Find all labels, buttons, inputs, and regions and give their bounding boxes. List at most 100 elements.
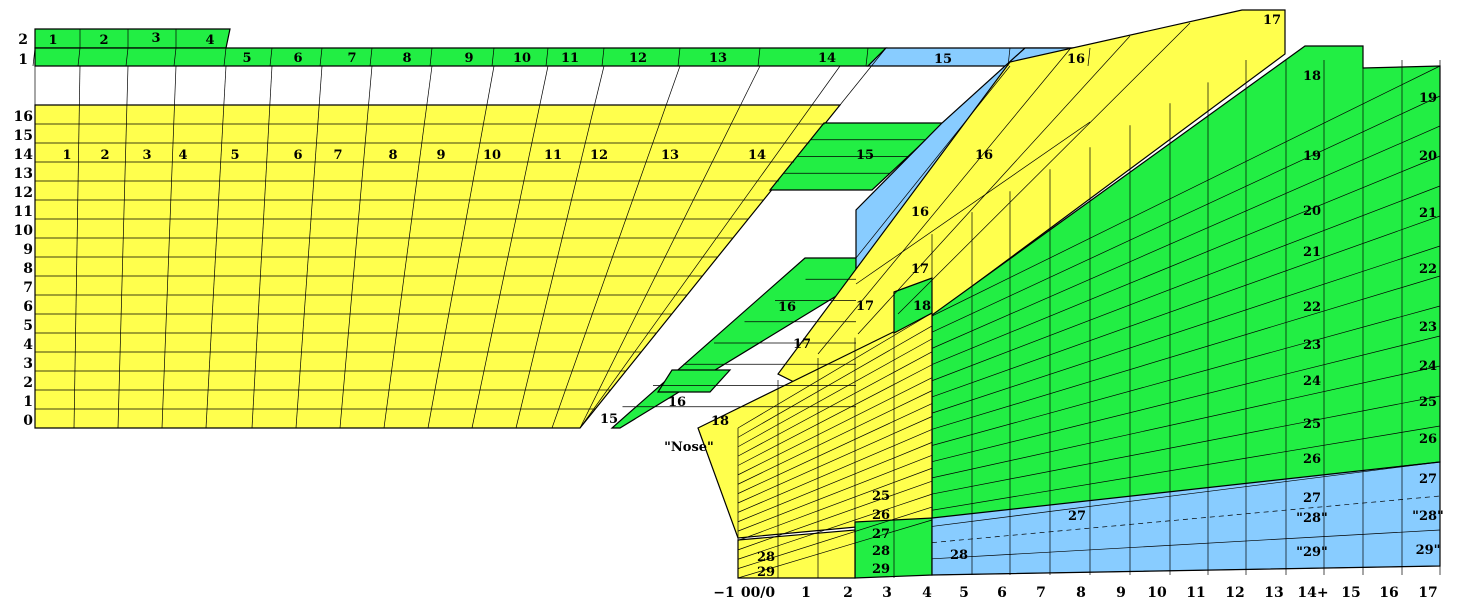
left-axis-0: 0 <box>23 413 33 429</box>
right-b-4: 23 <box>1419 320 1437 335</box>
bottom-axis-15: 14+ <box>1297 585 1328 601</box>
green-band-16 <box>658 370 730 392</box>
left-axis-5: 5 <box>23 318 33 334</box>
bottom-axis-14: 13 <box>1264 585 1283 601</box>
region-label-l17c: 17 <box>793 337 811 352</box>
top-label-15: 15 <box>934 52 952 67</box>
left-axis-2: 2 <box>23 375 33 391</box>
bottom-axis-8: 7 <box>1036 585 1046 601</box>
region-label-l18a: 18 <box>913 299 931 314</box>
row14-label-12: 12 <box>590 148 608 163</box>
row14-label-4: 4 <box>178 148 187 163</box>
left-axis-top-1: 1 <box>18 52 28 68</box>
bottom-axis-7: 6 <box>997 585 1007 601</box>
row14-label-15: 15 <box>856 148 874 163</box>
region-fills <box>35 10 1440 578</box>
row14-label-10: 10 <box>483 148 501 163</box>
right-b-8: 27 <box>1419 472 1437 487</box>
right-a-10: "28" <box>1296 511 1328 526</box>
right-b-0: 19 <box>1419 91 1437 106</box>
left-axis-3: 3 <box>23 356 33 372</box>
left-axis-13: 13 <box>14 166 33 182</box>
bottom-axis-1: 00/0 <box>741 585 776 601</box>
top-label-8: 8 <box>402 51 411 66</box>
region-label-l29b: 29 <box>757 565 775 580</box>
top-label-7: 7 <box>347 51 356 66</box>
region-label-l15b: 15 <box>600 412 618 427</box>
right-b-2: 21 <box>1419 206 1437 221</box>
bottom-axis-5: 4 <box>922 585 932 601</box>
bottom-axis-4: 3 <box>882 585 892 601</box>
region-label-l27a: 27 <box>872 527 890 542</box>
region-label-nose: "Nose" <box>664 440 714 455</box>
region-label-l28c: 28 <box>950 548 968 563</box>
right-a-9: 27 <box>1303 491 1321 506</box>
top-label-11: 11 <box>561 51 579 66</box>
right-a-11: "29" <box>1296 545 1328 560</box>
row14-label-9: 9 <box>436 148 445 163</box>
bottom-axis-9: 8 <box>1076 585 1086 601</box>
bottom-axis-18: 17 <box>1418 585 1437 601</box>
left-axis-8: 8 <box>23 261 33 277</box>
right-b-10: 29" <box>1416 543 1441 558</box>
right-a-4: 22 <box>1303 300 1321 315</box>
top-label-10: 10 <box>513 51 531 66</box>
region-label-l29a: 29 <box>872 562 890 577</box>
top-label-3: 3 <box>151 31 160 46</box>
region-label-l28b: 28 <box>757 550 775 565</box>
bottom-axis-6: 5 <box>959 585 969 601</box>
right-a-0: 18 <box>1303 69 1321 84</box>
left-axis-7: 7 <box>23 280 33 296</box>
bottom-axis-12: 11 <box>1186 585 1205 601</box>
right-a-1: 19 <box>1303 149 1321 164</box>
left-axis-6: 6 <box>23 299 33 315</box>
region-label-l17a: 17 <box>911 262 929 277</box>
top-label-4: 4 <box>205 33 214 48</box>
right-a-3: 21 <box>1303 245 1321 260</box>
bottom-axis-13: 12 <box>1225 585 1244 601</box>
right-a-5: 23 <box>1303 338 1321 353</box>
region-label-t17: 17 <box>1263 13 1281 28</box>
row14-label-16: 16 <box>975 148 993 163</box>
left-axis-12: 12 <box>14 185 33 201</box>
top-label-6: 6 <box>293 51 302 66</box>
region-label-l16b: 16 <box>778 300 796 315</box>
top-label-2: 2 <box>99 33 108 48</box>
top-strip-row2 <box>35 29 230 48</box>
left-axis-16: 16 <box>14 109 33 125</box>
region-label-l16a: 16 <box>911 205 929 220</box>
left-axis-14: 14 <box>14 147 34 163</box>
right-b-7: 26 <box>1419 432 1437 447</box>
right-b-3: 22 <box>1419 262 1437 277</box>
region-label-l26: 26 <box>872 508 890 523</box>
region-label-l28a: 28 <box>872 544 890 559</box>
top-label-5: 5 <box>242 51 251 66</box>
right-b-5: 24 <box>1419 359 1437 374</box>
top-label-1: 1 <box>48 33 57 48</box>
bottom-axis-3: 2 <box>843 585 853 601</box>
row14-label-5: 5 <box>230 148 239 163</box>
row14-label-13: 13 <box>661 148 679 163</box>
row14-label-14: 14 <box>748 148 766 163</box>
left-axis-1: 1 <box>23 394 33 410</box>
left-axis-4: 4 <box>23 337 33 353</box>
bottom-axis-16: 15 <box>1341 585 1360 601</box>
row14-label-3: 3 <box>142 148 151 163</box>
green-patch-bottom <box>855 518 932 578</box>
top-label-13: 13 <box>709 51 727 66</box>
region-label-l16c: 16 <box>668 395 686 410</box>
row14-label-2: 2 <box>100 148 109 163</box>
row14-label-7: 7 <box>333 148 342 163</box>
right-b-6: 25 <box>1419 395 1437 410</box>
right-a-8: 26 <box>1303 452 1321 467</box>
bottom-axis-2: 1 <box>801 585 811 601</box>
row14-label-11: 11 <box>544 148 562 163</box>
right-a-6: 24 <box>1303 374 1321 389</box>
left-axis-9: 9 <box>23 242 33 258</box>
right-b-1: 20 <box>1419 149 1437 164</box>
region-label-l27b: 27 <box>1068 509 1086 524</box>
bottom-axis-0: −1 <box>713 585 734 601</box>
left-axis-15: 15 <box>14 128 33 144</box>
right-b-9: "28" <box>1412 509 1444 524</box>
